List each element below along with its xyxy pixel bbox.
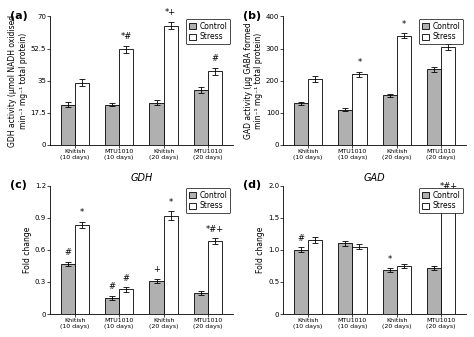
- Text: #: #: [109, 282, 116, 292]
- Legend: Control, Stress: Control, Stress: [185, 19, 230, 44]
- Bar: [75, 225, 89, 314]
- Bar: [441, 200, 456, 314]
- Title: GDH: GDH: [130, 174, 153, 183]
- Text: #: #: [64, 248, 71, 257]
- Text: *: *: [80, 209, 84, 217]
- Legend: Control, Stress: Control, Stress: [185, 188, 230, 214]
- Bar: [352, 74, 366, 145]
- Bar: [105, 298, 119, 314]
- Bar: [208, 241, 222, 314]
- Text: *: *: [169, 198, 173, 207]
- Text: (b): (b): [243, 11, 262, 21]
- Title: GAD: GAD: [364, 174, 385, 183]
- Bar: [383, 270, 397, 314]
- Text: *#+: *#+: [206, 224, 224, 234]
- Y-axis label: Fold change: Fold change: [23, 227, 32, 273]
- Legend: Control, Stress: Control, Stress: [419, 188, 464, 214]
- Text: (d): (d): [243, 180, 262, 190]
- Text: #: #: [212, 54, 219, 63]
- Y-axis label: GDH activity (μmol NADH oxidised
min⁻¹ mg⁻¹ total protein): GDH activity (μmol NADH oxidised min⁻¹ m…: [9, 14, 28, 147]
- Bar: [441, 47, 456, 145]
- Bar: [119, 50, 133, 145]
- Y-axis label: Fold change: Fold change: [256, 227, 265, 273]
- Legend: Control, Stress: Control, Stress: [419, 19, 464, 44]
- Bar: [164, 26, 178, 145]
- Bar: [308, 240, 322, 314]
- Bar: [308, 79, 322, 145]
- Bar: [164, 216, 178, 314]
- Text: #: #: [123, 274, 130, 283]
- Bar: [397, 266, 411, 314]
- Bar: [194, 90, 208, 145]
- Text: *#+: *#+: [439, 182, 457, 191]
- Bar: [105, 104, 119, 145]
- Text: *: *: [357, 58, 362, 67]
- Bar: [352, 247, 366, 314]
- Bar: [338, 110, 352, 145]
- Bar: [208, 71, 222, 145]
- Bar: [119, 289, 133, 314]
- Text: *#: *#: [121, 32, 132, 41]
- Bar: [294, 250, 308, 314]
- Bar: [427, 69, 441, 145]
- Text: *: *: [402, 20, 406, 29]
- Bar: [294, 103, 308, 145]
- Bar: [338, 243, 352, 314]
- Text: *: *: [388, 255, 392, 264]
- Bar: [397, 36, 411, 145]
- Bar: [61, 264, 75, 314]
- Text: #: #: [297, 234, 304, 243]
- Text: (a): (a): [10, 11, 28, 21]
- Y-axis label: GAD activity (μg GABA formed
min⁻¹ mg⁻¹ total protein): GAD activity (μg GABA formed min⁻¹ mg⁻¹ …: [244, 22, 263, 139]
- Bar: [75, 83, 89, 145]
- Text: +: +: [153, 265, 160, 274]
- Bar: [149, 103, 164, 145]
- Text: (c): (c): [10, 180, 27, 190]
- Bar: [61, 104, 75, 145]
- Bar: [427, 268, 441, 314]
- Bar: [149, 281, 164, 314]
- Text: *+: *+: [165, 8, 176, 18]
- Text: #+: #+: [441, 31, 455, 40]
- Bar: [194, 293, 208, 314]
- Bar: [383, 95, 397, 145]
